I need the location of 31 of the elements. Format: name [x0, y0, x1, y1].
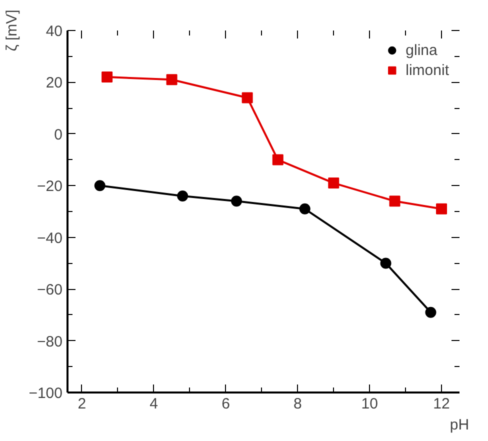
point [94, 180, 106, 192]
legend-label: limonit [406, 62, 449, 78]
y-tick-label: −20 [37, 178, 63, 196]
point [299, 203, 310, 214]
y-tick-label: −80 [37, 333, 63, 350]
point [166, 74, 178, 86]
y-tick-label: −100 [28, 385, 63, 402]
x-tick-label: 6 [222, 396, 230, 412]
y-tick-label: 20 [46, 74, 63, 92]
x-tick-label: 12 [433, 396, 450, 412]
point [231, 196, 242, 207]
point [177, 190, 188, 202]
legend-label: glina [406, 42, 438, 58]
point [425, 306, 436, 318]
x-axis-title: pH [450, 416, 470, 434]
x-tick-label: 8 [293, 396, 302, 412]
y-tick-label: −40 [37, 230, 63, 247]
x-tick-label: 4 [150, 396, 158, 412]
point [242, 92, 253, 104]
y-axis-title: ζ [mV] [4, 10, 21, 52]
point [389, 196, 400, 207]
x-tick-label: 10 [361, 396, 378, 412]
point [328, 178, 340, 189]
y-tick-label: −60 [37, 282, 63, 299]
point [102, 72, 113, 83]
point [380, 258, 392, 269]
point [436, 203, 448, 214]
x-tick-label: 2 [78, 396, 86, 412]
y-tick-label: 40 [46, 23, 63, 40]
y-tick-label: 0 [54, 126, 62, 144]
point [272, 154, 284, 166]
